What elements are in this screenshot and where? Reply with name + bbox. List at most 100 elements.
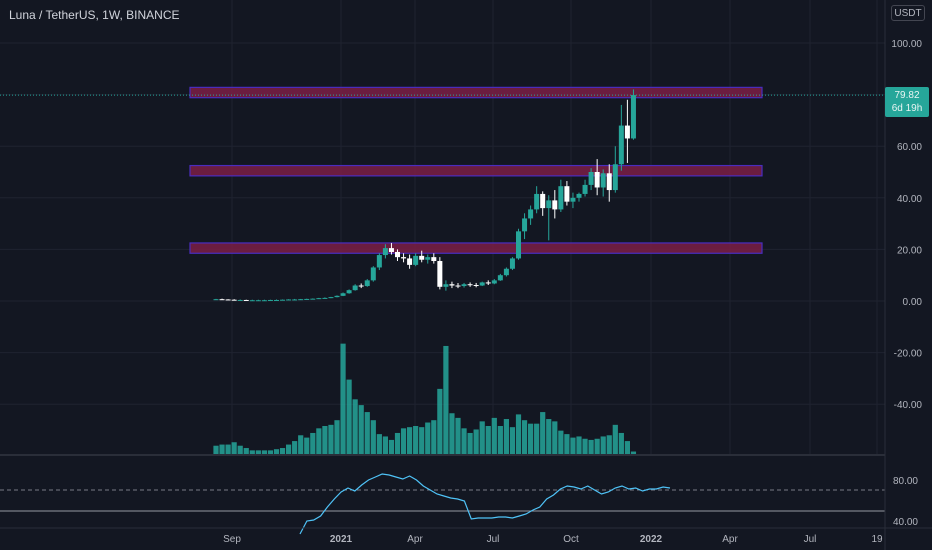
price-tick-label: 100.00 (891, 39, 922, 50)
candle-body (328, 297, 334, 299)
candle-body (292, 299, 298, 301)
candle-body (546, 200, 552, 209)
volume-bar (334, 420, 340, 455)
volume-bar (515, 414, 522, 455)
last-price-label: 79.82 6d 19h (885, 87, 929, 117)
volume-bar (273, 449, 280, 455)
candle-body (522, 218, 528, 232)
volume-bar (316, 428, 322, 455)
volume-bar (322, 426, 328, 455)
candle-body (540, 193, 546, 209)
price-tick-label: 60.00 (897, 142, 922, 153)
time-tick-label: 2021 (330, 534, 353, 545)
volume-bar (485, 426, 491, 455)
symbol-title[interactable]: Luna / TetherUS, 1W, BINANCE (9, 8, 180, 22)
candle-body (588, 172, 594, 185)
candle-body (231, 299, 237, 301)
candlestick-series (213, 89, 636, 302)
candle-body (552, 200, 558, 210)
time-tick-label: Oct (563, 534, 579, 545)
time-tick-label: Apr (407, 534, 423, 545)
candle-body (274, 299, 279, 301)
volume-bar (358, 405, 364, 455)
volume-bar (491, 417, 497, 455)
candle-body (334, 295, 340, 298)
volume-bar (346, 379, 352, 455)
candle-body (509, 258, 515, 269)
candle-body (419, 255, 425, 260)
candle-body (364, 280, 370, 287)
volume-bar (528, 423, 534, 455)
time-tick-label: Jul (804, 534, 817, 545)
volume-bar (413, 426, 419, 455)
candle-body (624, 125, 630, 139)
volume-bar (237, 445, 243, 455)
candle-body (564, 186, 570, 202)
candle-body (528, 209, 534, 219)
candle-body (249, 300, 255, 302)
candle-body (449, 284, 455, 286)
rsi-axis[interactable]: 80.00 40.00 (893, 476, 918, 528)
support-resistance-zones (189, 86, 763, 254)
candle-body (340, 293, 346, 296)
candle-body (425, 257, 431, 260)
candle-body (558, 186, 564, 210)
zone-rectangle (189, 86, 763, 99)
rsi-line (299, 473, 671, 535)
volume-bar (479, 421, 485, 455)
volume-bar (455, 417, 461, 455)
candle-body (606, 173, 612, 191)
volume-bar (225, 444, 231, 455)
candle-body (516, 231, 521, 259)
candle-body (322, 297, 328, 299)
volume-bar (388, 439, 395, 455)
price-tick-label: 20.00 (897, 245, 922, 256)
volume-bar (286, 444, 292, 455)
time-axis[interactable]: Sep 2021 Apr Jul Oct 2022 Apr Jul 19 (0, 527, 932, 545)
volume-bar (292, 441, 298, 455)
volume-bar (600, 436, 606, 455)
candle-body (479, 282, 485, 286)
currency-tag[interactable]: USDT (891, 5, 925, 21)
price-axis[interactable]: 100.00 80.00 60.00 40.00 20.00 0.00 -20.00 -40.… (884, 0, 922, 550)
candle-body (401, 257, 407, 259)
volume-bar (310, 432, 316, 455)
candle-body (370, 267, 376, 281)
volume-bar (352, 399, 358, 455)
volume-bar (570, 437, 576, 455)
candle-body (298, 299, 304, 301)
rsi-tick-label: 80.00 (893, 476, 918, 487)
candle-body (225, 299, 231, 301)
candle-body (491, 280, 497, 284)
candle-body (618, 125, 624, 165)
volume-bar (624, 441, 630, 455)
volume-bar (497, 426, 503, 455)
volume-bar (618, 432, 624, 455)
volume-histogram (213, 343, 637, 455)
candle-body (376, 255, 382, 268)
time-tick-label: 19 (871, 534, 883, 545)
volume-bar (425, 422, 431, 455)
volume-bar (279, 448, 286, 455)
volume-bar (546, 419, 552, 455)
volume-bar (521, 420, 528, 455)
volume-bar (594, 438, 600, 455)
candle-body (455, 285, 461, 287)
volume-bar (558, 430, 564, 455)
candle-body (388, 248, 394, 252)
candle-body (503, 268, 509, 276)
volume-bar (243, 448, 249, 455)
candle-body (461, 284, 467, 287)
time-tick-label: Apr (722, 534, 738, 545)
volume-bar (443, 345, 449, 455)
volume-bar (394, 432, 401, 455)
candle-body (219, 299, 225, 301)
volume-bar (437, 388, 443, 455)
volume-bar (370, 420, 376, 455)
candle-body (316, 298, 322, 300)
volume-bar (552, 421, 558, 455)
candle-body (261, 300, 267, 302)
candle-body (473, 285, 479, 287)
volume-bar (340, 343, 346, 455)
